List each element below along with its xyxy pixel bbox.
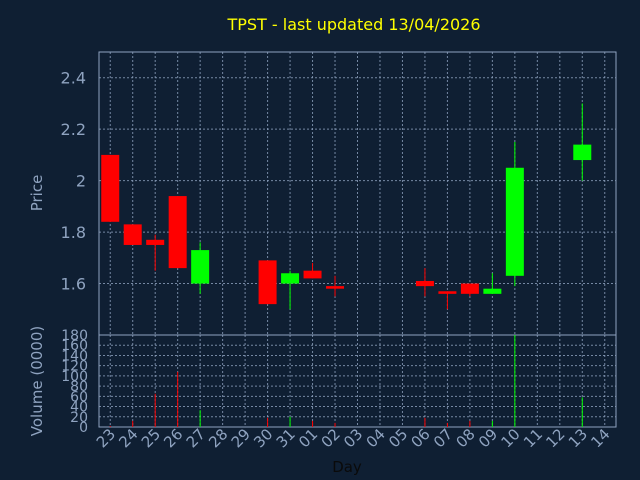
candle-body bbox=[101, 154, 120, 222]
volume-tick-label: 120 bbox=[61, 359, 88, 375]
x-axis: 2324252627282930310102030405060708091011… bbox=[93, 425, 614, 451]
volume-tick-label: 160 bbox=[61, 338, 88, 354]
volume-tick-label: 140 bbox=[61, 348, 88, 364]
volume-bars bbox=[109, 335, 583, 427]
volume-tick-label: 40 bbox=[70, 400, 88, 416]
volume-tick-label: 180 bbox=[61, 328, 88, 344]
candle-body bbox=[281, 273, 300, 284]
volume-tick-label: 60 bbox=[70, 389, 88, 405]
chart-title: TPST - last updated 13/04/2026 bbox=[226, 15, 480, 34]
price-axis-label: Price bbox=[28, 175, 46, 212]
candle-body bbox=[146, 239, 165, 245]
candle-body bbox=[460, 283, 479, 294]
x-axis-label: Day bbox=[332, 458, 362, 476]
price-panel: 1.6 1.8 2 2.2 2.4 bbox=[61, 51, 617, 336]
volume-tick-label: 100 bbox=[61, 369, 88, 385]
candle-body bbox=[505, 167, 524, 276]
price-tick-label: 1.6 bbox=[61, 275, 86, 294]
price-tick-label: 2.2 bbox=[61, 120, 86, 139]
price-tick-label: 2 bbox=[76, 172, 86, 191]
candle-body bbox=[438, 291, 457, 294]
candle-body bbox=[573, 144, 592, 161]
candle-body bbox=[303, 270, 322, 279]
volume-tick-label: 80 bbox=[70, 379, 88, 395]
volume-tick-label: 20 bbox=[70, 410, 88, 426]
candles bbox=[101, 103, 592, 310]
candle-body bbox=[415, 280, 434, 287]
price-tick-label: 2.4 bbox=[61, 69, 86, 88]
candle-body bbox=[123, 224, 142, 245]
volume-axis-label: Volume (0000) bbox=[28, 326, 46, 436]
price-axis: 1.6 1.8 2 2.2 2.4 bbox=[61, 69, 86, 294]
candle-body bbox=[168, 196, 187, 269]
candle-body bbox=[258, 260, 277, 305]
price-tick-label: 1.8 bbox=[61, 223, 86, 242]
candle-body bbox=[483, 288, 502, 294]
candle-body bbox=[326, 286, 345, 289]
volume-plot-frame bbox=[98, 334, 617, 428]
candle-body bbox=[191, 250, 210, 284]
volume-tick-label: 0 bbox=[79, 420, 88, 436]
